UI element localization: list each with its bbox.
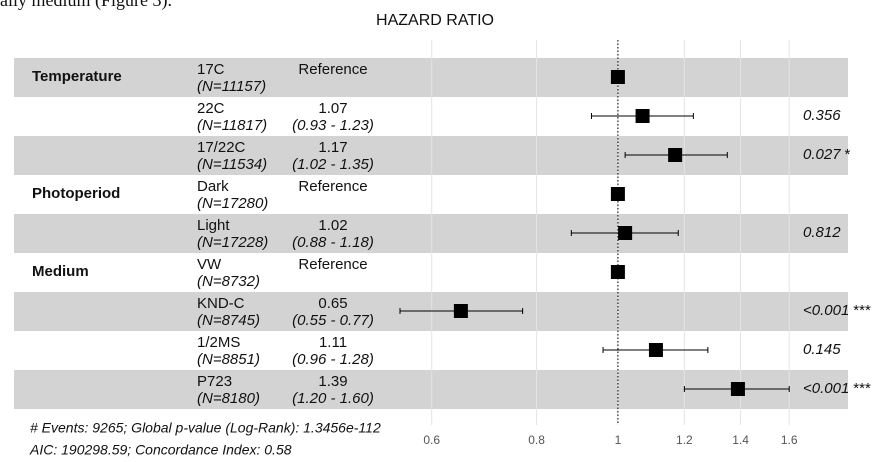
- ci-label: (0.88 - 1.18): [292, 234, 374, 251]
- estimate-point: [635, 109, 650, 123]
- x-tick-label: 0.8: [528, 433, 545, 447]
- footer: # Events: 9265; Global p-value (Log-Rank…: [30, 420, 381, 436]
- x-tick-label: 1: [615, 433, 622, 447]
- n-label: (N=11534): [197, 156, 267, 173]
- group-label: Photoperiod: [32, 185, 120, 202]
- ci-label: (1.02 - 1.35): [292, 156, 374, 173]
- estimate-label: 1.11: [319, 334, 347, 351]
- p-value: 0.812: [803, 224, 841, 241]
- p-value: 0.027: [803, 146, 841, 163]
- x-tick-label: 1.6: [781, 433, 798, 447]
- p-value: <0.001: [803, 302, 849, 319]
- significance-stars: ***: [853, 380, 871, 397]
- ci-label: (0.55 - 0.77): [292, 312, 374, 329]
- n-label: (N=8745): [197, 312, 260, 329]
- estimate-label: Reference: [298, 61, 367, 78]
- p-value: 0.145: [803, 341, 841, 358]
- p-value: <0.001: [803, 380, 849, 397]
- level-label: KND-C: [197, 295, 245, 312]
- estimate-label: 0.65: [318, 295, 347, 312]
- row-band: [14, 214, 848, 253]
- estimate-point: [610, 187, 625, 201]
- estimate-point: [610, 70, 625, 84]
- n-label: (N=11157): [197, 78, 266, 95]
- estimate-point: [453, 304, 468, 318]
- n-label: (N=17228): [197, 234, 268, 251]
- level-label: VW: [197, 256, 222, 273]
- n-label: (N=8851): [197, 351, 260, 368]
- group-label: Temperature: [32, 68, 122, 85]
- n-label: (N=8180): [197, 390, 260, 407]
- level-label: 17/22C: [197, 139, 246, 156]
- row-band: [14, 58, 848, 97]
- estimate-label: Reference: [298, 256, 367, 273]
- estimate-label: 1.02: [318, 217, 347, 234]
- level-label: P723: [197, 373, 232, 390]
- significance-stars: *: [845, 146, 851, 163]
- x-tick-label: 1.4: [732, 433, 749, 447]
- ci-label: (1.20 - 1.60): [292, 390, 374, 407]
- estimate-label: Reference: [298, 178, 367, 195]
- level-label: 17C: [197, 61, 225, 78]
- estimate-point: [610, 265, 625, 279]
- estimate-point: [618, 226, 633, 240]
- estimate-label: 1.39: [318, 373, 347, 390]
- estimate-label: 1.17: [318, 139, 347, 156]
- n-label: (N=17280): [197, 195, 268, 212]
- ci-label: (0.93 - 1.23): [292, 117, 374, 134]
- group-label: Medium: [32, 263, 89, 280]
- n-label: (N=11817): [197, 117, 267, 134]
- significance-stars: ***: [853, 302, 871, 319]
- estimate-point: [648, 343, 663, 357]
- p-value: 0.356: [803, 107, 841, 124]
- context-text: ally medium (Figure 3).: [0, 0, 172, 11]
- level-label: Light: [197, 217, 230, 234]
- level-label: 22C: [197, 100, 225, 117]
- chart-title: HAZARD RATIO: [376, 12, 494, 29]
- level-label: Dark: [197, 178, 229, 195]
- estimate-point: [668, 148, 683, 162]
- estimate-point: [730, 382, 745, 396]
- footer: AIC: 190298.59; Concordance Index: 0.58: [29, 442, 292, 458]
- n-label: (N=8732): [197, 273, 260, 290]
- estimate-label: 1.07: [318, 100, 347, 117]
- ci-label: (0.96 - 1.28): [292, 351, 374, 368]
- level-label: 1/2MS: [197, 334, 240, 351]
- x-tick-label: 0.6: [423, 433, 440, 447]
- x-tick-label: 1.2: [676, 433, 693, 447]
